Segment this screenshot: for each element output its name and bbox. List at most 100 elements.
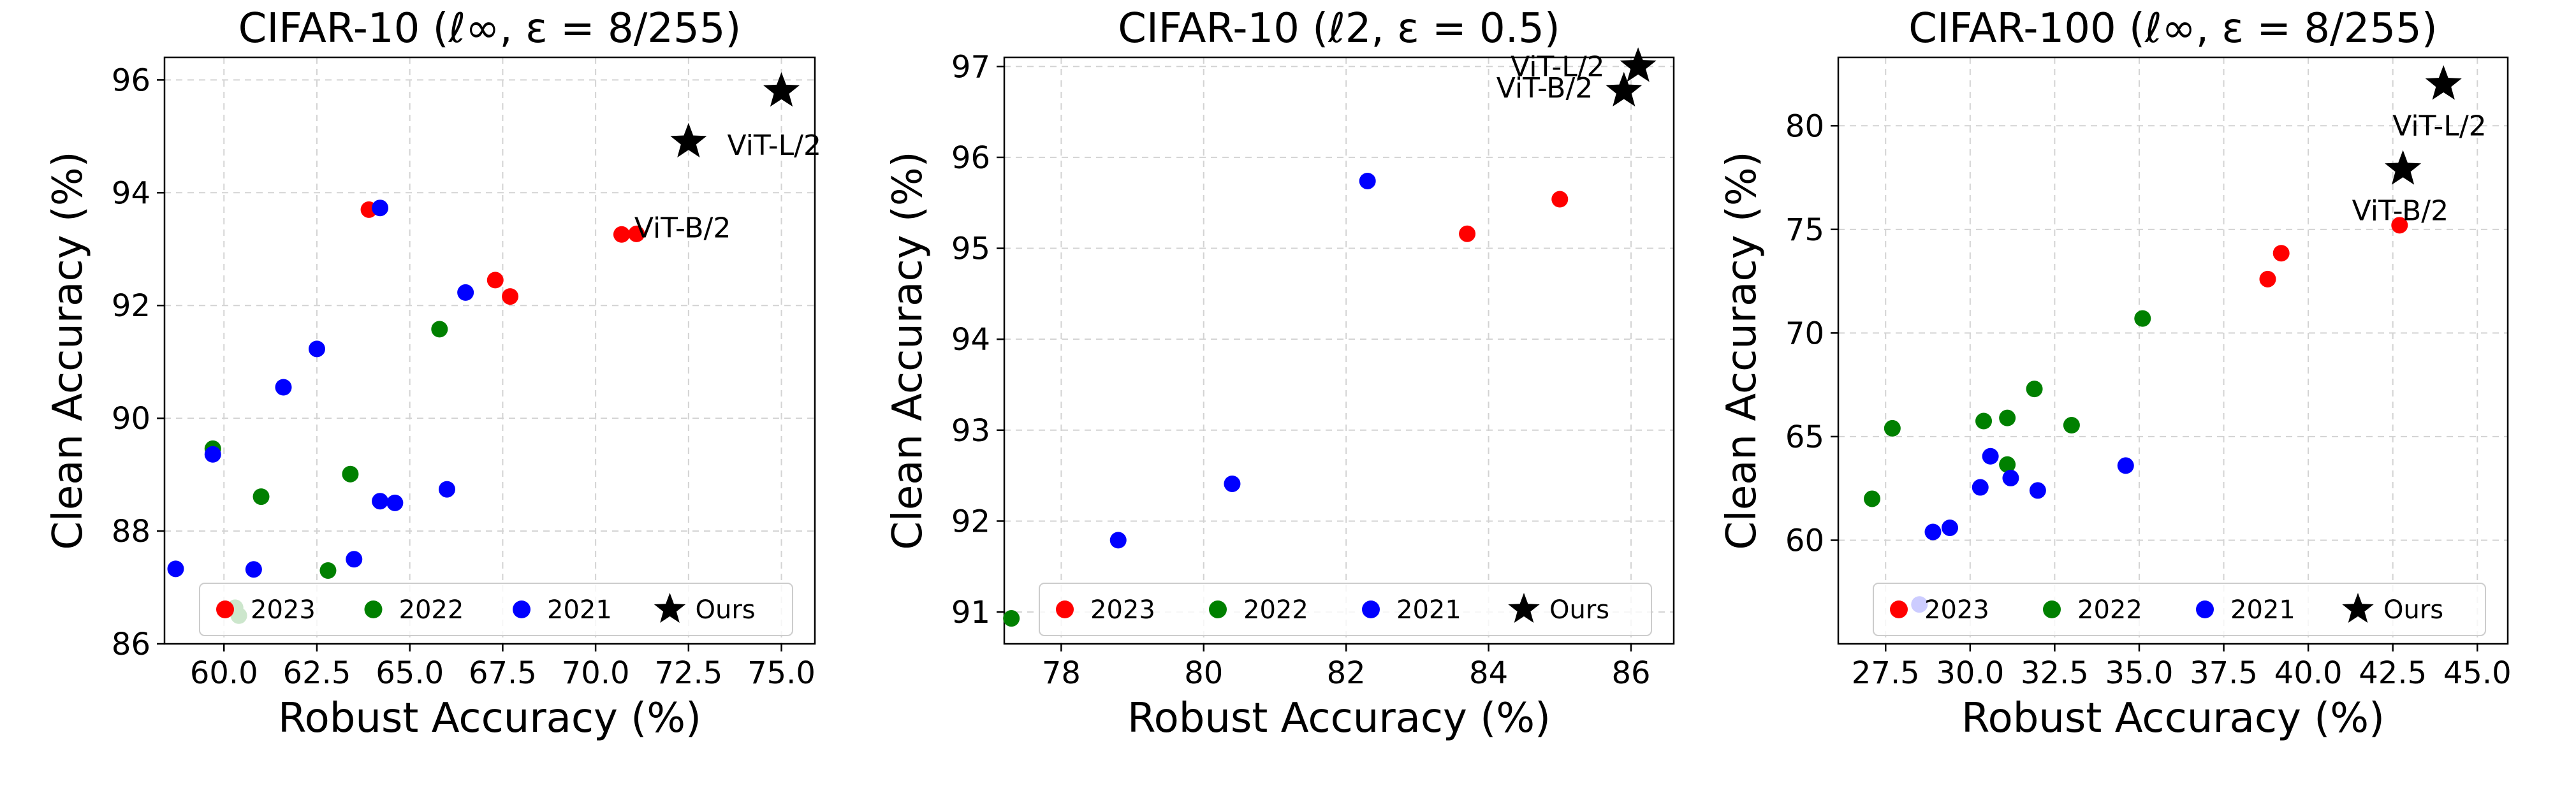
x-axis-label: Robust Accuracy (%) [278, 695, 701, 742]
x-tick-label: 82 [1327, 655, 1366, 691]
legend-label: 2023 [1924, 595, 1989, 625]
chart-panel-1: 60.0 62.5 65.0 67.5 70.0 72.5 75.0 86 88 90 92 94 96… [45, 5, 821, 742]
data-point-2023 [2259, 270, 2276, 287]
data-point-2021 [2117, 457, 2134, 474]
x-axis-label: Robust Accuracy (%) [1127, 695, 1551, 742]
point-annotation: ViT-B/2 [634, 212, 731, 245]
x-tick-label: 84 [1469, 655, 1508, 691]
chart-panel-3: 27.5 30.0 32.5 35.0 37.5 40.0 42.5 45.0 60 65 70 75… [1718, 5, 2512, 742]
chart-title: CIFAR-100 (ℓ∞, ε = 8/255) [1908, 5, 2437, 52]
y-tick-label: 94 [951, 322, 990, 358]
data-point-2022 [431, 321, 448, 338]
data-point-2023 [2391, 217, 2408, 234]
data-point-2023 [613, 226, 630, 243]
y-tick-label: 94 [112, 175, 150, 211]
x-tick-label: 60.0 [190, 655, 258, 691]
data-point-ours-star [670, 122, 707, 157]
data-point-2023 [502, 288, 519, 305]
data-point-2021 [346, 551, 363, 568]
plot-frame [1003, 56, 1675, 645]
legend-marker-2022 [364, 600, 383, 618]
legend: 2023 2022 2021 Ours [1873, 583, 2486, 636]
x-tick-label: 45.0 [2443, 655, 2512, 691]
data-point-2022 [1884, 419, 1901, 437]
point-annotation: ViT-L/2 [728, 129, 821, 162]
legend-marker-2023 [216, 600, 234, 618]
data-point-2023 [1459, 225, 1476, 242]
legend-label: Ours [696, 595, 756, 625]
y-tick-label: 92 [951, 504, 990, 539]
data-point-2021 [372, 200, 389, 217]
data-point-2021 [275, 379, 292, 396]
legend-label: 2021 [1396, 595, 1461, 625]
y-tick-label: 91 [951, 595, 990, 630]
legend-label: 2021 [2230, 595, 2295, 625]
y-tick-label: 93 [951, 413, 990, 449]
data-point-ours-star [763, 72, 800, 107]
x-tick-label: 75.0 [747, 655, 816, 691]
x-tick-label: 30.0 [1936, 655, 2004, 691]
legend-marker-ours [2342, 593, 2374, 623]
data-point-2022 [342, 465, 359, 483]
legend-label: 2023 [1090, 595, 1155, 625]
data-point-2022 [319, 562, 337, 579]
y-tick-label: 75 [1785, 212, 1824, 248]
x-tick-label: 70.0 [562, 655, 630, 691]
legend: 2023 2022 2021 Ours [1039, 583, 1652, 636]
data-point-2021 [372, 493, 389, 510]
data-point-2022 [2063, 417, 2080, 434]
x-tick-label: 37.5 [2190, 655, 2258, 691]
data-point-2021 [245, 561, 262, 578]
x-tick-label: 65.0 [376, 655, 444, 691]
x-tick-label: 62.5 [283, 655, 351, 691]
legend-marker-2022 [1209, 600, 1227, 618]
legend-label: 2021 [547, 595, 612, 625]
legend-marker-2022 [2043, 600, 2061, 618]
x-tick-label: 35.0 [2105, 655, 2174, 691]
legend-marker-2021 [513, 600, 531, 618]
data-point-ours-star [1620, 47, 1657, 82]
y-axis-label: Clean Accuracy (%) [1718, 151, 1766, 549]
x-tick-label: 86 [1611, 655, 1650, 691]
data-point-2021 [1972, 479, 1989, 496]
data-point-ours-star [1606, 71, 1643, 106]
x-tick-label: 32.5 [2021, 655, 2089, 691]
point-annotation: ViT-B/2 [1497, 72, 1593, 105]
x-tick-label: 40.0 [2274, 655, 2343, 691]
data-point-2023 [1551, 191, 1569, 208]
x-tick-label: 80 [1184, 655, 1223, 691]
data-point-2021 [438, 481, 455, 498]
x-tick-label: 67.5 [469, 655, 537, 691]
data-point-2021 [2002, 469, 2019, 486]
data-point-2021 [204, 446, 221, 463]
x-tick-label: 72.5 [654, 655, 722, 691]
chart-title: CIFAR-10 (ℓ2, ε = 0.5) [1118, 5, 1560, 52]
plot-frame [1837, 56, 2509, 645]
data-point-2021 [1942, 519, 1958, 536]
data-point-2022 [252, 488, 270, 506]
data-point-2021 [1924, 523, 1942, 541]
legend-box [199, 583, 793, 636]
y-tick-label: 96 [112, 62, 150, 98]
data-point-2022 [2134, 310, 2151, 327]
legend-label: 2022 [1243, 595, 1308, 625]
legend-box [1039, 583, 1652, 636]
data-point-2021 [1224, 475, 1241, 492]
legend-marker-2023 [1890, 600, 1908, 618]
legend-label: Ours [1549, 595, 1609, 625]
x-tick-label: 78 [1042, 655, 1081, 691]
legend: 2023 2022 2021 Ours [199, 583, 793, 636]
legend-marker-2021 [1362, 600, 1380, 618]
point-annotation: ViT-B/2 [2352, 195, 2449, 228]
y-axis-label: Clean Accuracy (%) [45, 151, 92, 549]
data-point-2021 [1982, 447, 1999, 465]
legend-marker-ours [1508, 593, 1540, 623]
data-point-ours-star [2425, 65, 2462, 100]
x-tick-label: 42.5 [2359, 655, 2427, 691]
data-point-2023 [487, 272, 504, 289]
y-tick-label: 88 [112, 514, 150, 549]
data-point-2023 [2272, 245, 2290, 262]
y-tick-label: 86 [112, 627, 150, 662]
data-point-2022 [1975, 412, 1993, 430]
y-tick-label: 90 [112, 401, 150, 437]
